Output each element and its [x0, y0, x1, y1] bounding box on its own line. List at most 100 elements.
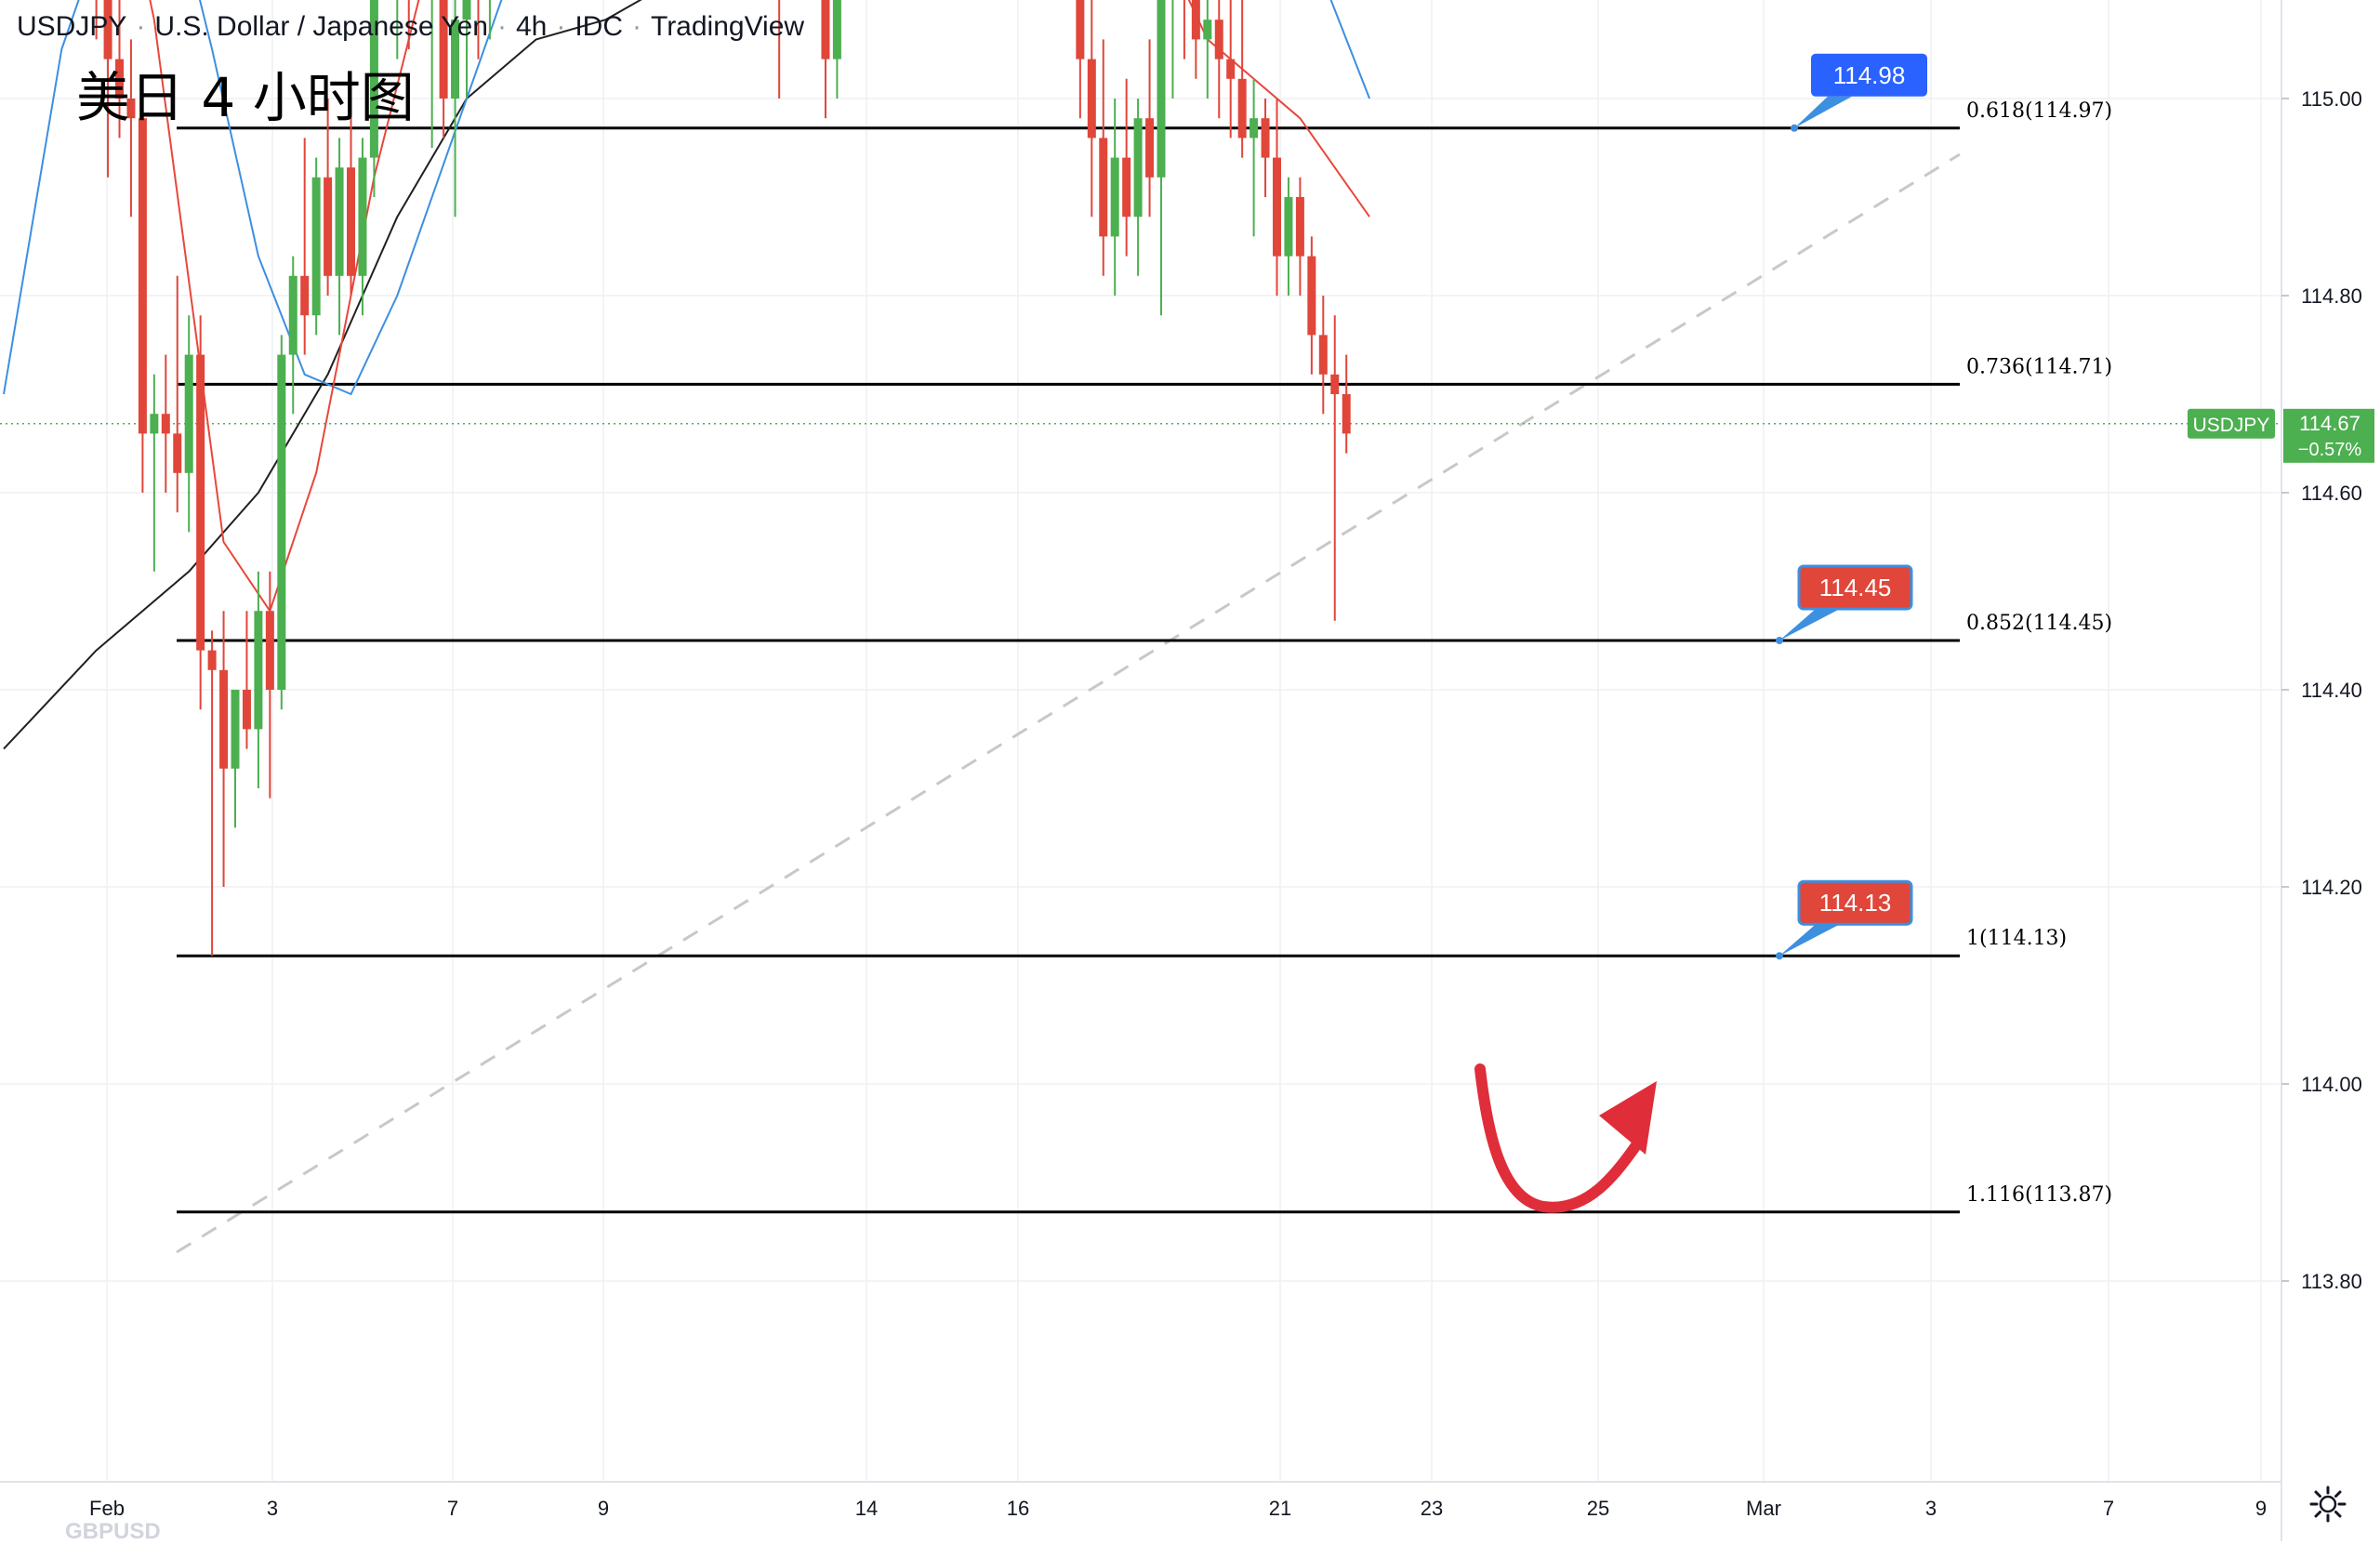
- callout-label: 114.13: [1819, 889, 1892, 917]
- candle: [184, 315, 193, 533]
- current-price-label: 114.67: [2299, 412, 2360, 435]
- candle: [1237, 0, 1247, 158]
- candle-body: [150, 414, 159, 434]
- candle-body: [335, 167, 344, 276]
- candle-body: [1307, 256, 1316, 336]
- current-price-box: [2283, 408, 2374, 463]
- candle-body: [1099, 138, 1108, 237]
- gear-icon[interactable]: [2307, 1484, 2348, 1525]
- price-tick-label: 114.20: [2301, 876, 2362, 899]
- candle: [1099, 39, 1108, 276]
- callout-label: 114.45: [1819, 574, 1892, 601]
- candle-body: [242, 690, 251, 730]
- candle-body: [1110, 157, 1119, 237]
- candle-body: [184, 354, 193, 473]
- candle: [358, 138, 367, 316]
- price-tick-label: 114.00: [2301, 1073, 2362, 1096]
- candle: [1076, 0, 1085, 119]
- candle: [396, 0, 399, 59]
- candle: [1214, 0, 1223, 119]
- current-symbol-label: USDJPY: [2193, 415, 2270, 436]
- candle: [219, 611, 229, 887]
- price-tick-label: 114.60: [2301, 482, 2362, 505]
- candle-body: [1122, 157, 1131, 218]
- candle: [1273, 99, 1281, 296]
- candle: [103, 0, 112, 178]
- candle-body: [277, 354, 286, 690]
- candle: [1157, 0, 1166, 316]
- candle: [430, 0, 433, 148]
- candle: [242, 611, 251, 749]
- candle: [462, 0, 471, 99]
- candle-body: [103, 0, 112, 59]
- candle: [196, 315, 205, 710]
- bounce-arrow-group[interactable]: [1474, 1063, 1657, 1213]
- candle: [115, 0, 124, 139]
- candle-body: [1157, 0, 1166, 178]
- candle-body: [138, 118, 147, 434]
- callout-pointer: [1779, 609, 1840, 640]
- candle-body: [1342, 394, 1351, 434]
- candle: [277, 335, 286, 710]
- callout-box: [1797, 879, 1913, 926]
- candle: [126, 39, 136, 218]
- fib-label: 0.852(114.45): [1966, 612, 2112, 635]
- callout-label: 114.98: [1833, 61, 1906, 89]
- candle: [1145, 39, 1155, 218]
- candle: [821, 0, 830, 119]
- candle: [150, 374, 159, 572]
- candle: [488, 0, 491, 40]
- time-tick-label: Mar: [1746, 1497, 1781, 1520]
- candle-body: [1250, 118, 1259, 139]
- candle: [161, 354, 170, 493]
- candle-body: [300, 275, 310, 316]
- time-tick-label: 9: [2255, 1497, 2267, 1520]
- candle: [335, 138, 344, 336]
- candle-body: [311, 177, 321, 316]
- candle: [1261, 99, 1270, 197]
- candle: [288, 256, 298, 415]
- ma-slow-line: [3, 0, 642, 750]
- candle: [347, 99, 355, 296]
- platform-label: TradingView: [650, 11, 805, 42]
- candle: [1191, 0, 1200, 79]
- candle: [439, 0, 448, 139]
- symbol-label[interactable]: USDJPY: [17, 11, 127, 42]
- candle-body: [1203, 20, 1212, 40]
- candle: [1330, 315, 1340, 621]
- callout-anchor: [1776, 637, 1783, 644]
- candle-body: [1284, 197, 1293, 257]
- candle-body: [1330, 374, 1340, 394]
- trendline-group: [176, 152, 1961, 1254]
- bounce-arrow-curve: [1474, 1063, 1646, 1213]
- time-tick-label: 7: [447, 1497, 458, 1520]
- price-callout: 114.13: [1776, 879, 1913, 960]
- fib-retracement-group[interactable]: 0(116.34)0.116(116.08)0.236(115.82)0.382…: [177, 0, 2112, 1214]
- candle-body: [324, 177, 333, 276]
- time-tick-label: 3: [1925, 1497, 1937, 1520]
- current-price-badge: USDJPY 114.67 −0.57%: [2188, 408, 2374, 463]
- candle-body: [462, 0, 471, 20]
- candle: [477, 0, 480, 59]
- time-tick-label: 3: [267, 1497, 278, 1520]
- exchange-label: IDC: [575, 11, 623, 42]
- candle: [1183, 0, 1185, 59]
- callout-box: [1797, 564, 1913, 611]
- fib-level: 0.852(114.45): [177, 612, 2112, 642]
- callout-anchor: [1776, 952, 1783, 960]
- time-tick-label: 7: [2103, 1497, 2114, 1520]
- candle-body: [207, 650, 217, 670]
- price-tick-label: 114.80: [2301, 284, 2362, 308]
- time-tick-label: 14: [855, 1497, 878, 1520]
- fib-level: 1(114.13): [177, 927, 2067, 957]
- candle: [300, 138, 310, 355]
- candle: [324, 99, 333, 296]
- time-tick-label: 16: [1007, 1497, 1029, 1520]
- candle-body: [1087, 59, 1096, 139]
- candle: [1318, 296, 1328, 415]
- time-tick-label: 9: [598, 1497, 609, 1520]
- interval-label[interactable]: 4h: [515, 11, 548, 42]
